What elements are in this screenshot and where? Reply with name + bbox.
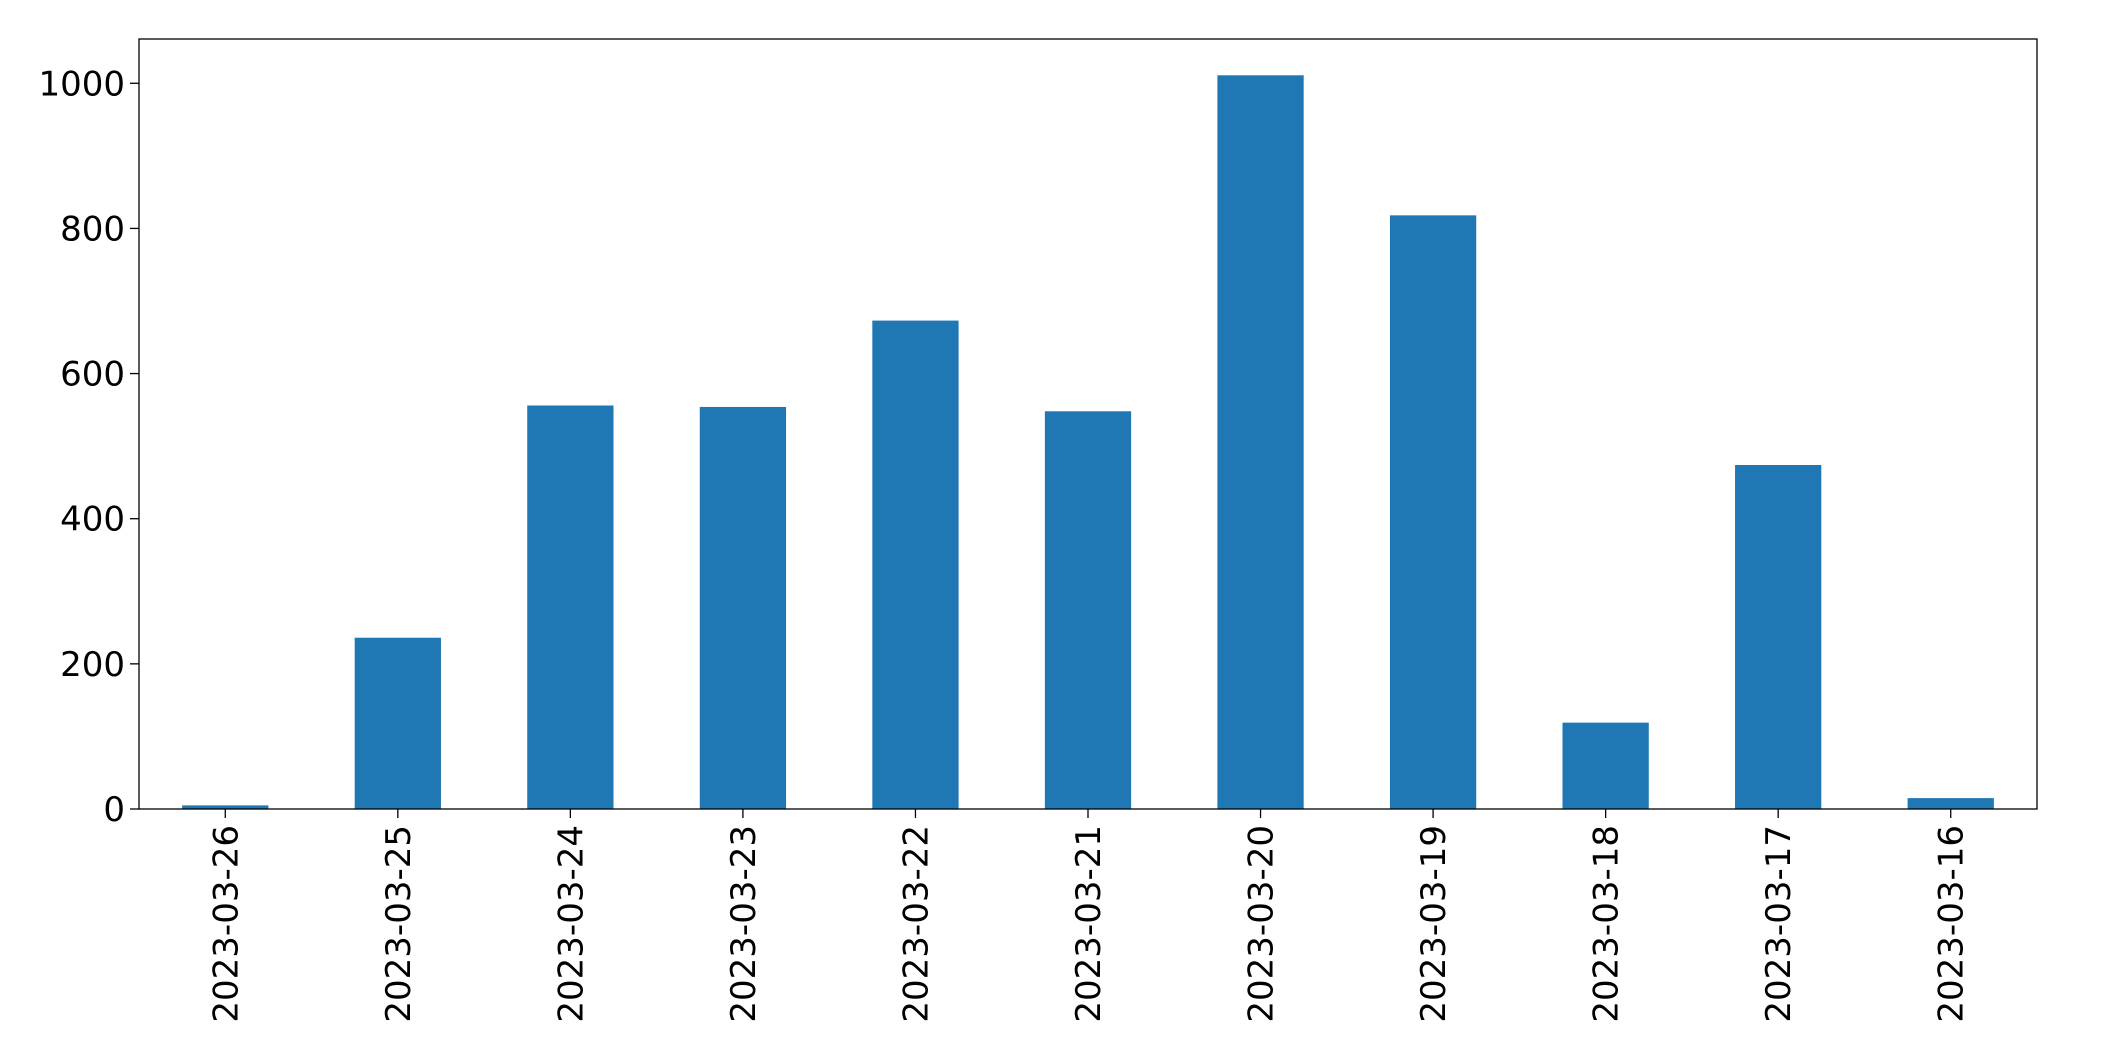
bar [1389,215,1477,810]
x-tick-label: 2023-03-26 [206,825,246,1023]
y-tick-label: 200 [60,645,125,685]
bar [699,406,787,809]
y-tick-label: 600 [60,355,125,395]
x-tick-label: 2023-03-25 [379,825,419,1023]
bar [1217,75,1304,810]
y-tick-label: 0 [103,790,125,830]
bar [1907,798,1994,809]
x-tick-label: 2023-03-22 [896,825,936,1023]
y-tick-label: 400 [60,500,125,540]
bar [1562,722,1649,809]
axes-frame [138,38,2038,810]
x-tick-label: 2023-03-17 [1759,825,1799,1023]
bar [1044,411,1132,809]
x-tick-label: 2023-03-16 [1932,825,1972,1023]
bar [1735,465,1822,809]
bar [527,405,614,809]
y-tick-label: 1000 [38,64,125,104]
x-tick-label: 2023-03-18 [1587,825,1627,1023]
x-tick-label: 2023-03-19 [1414,825,1454,1023]
bar [182,805,269,809]
x-tick-label: 2023-03-20 [1242,825,1282,1023]
bar [872,320,959,809]
x-tick-label: 2023-03-21 [1069,825,1109,1023]
y-tick-label: 800 [60,209,125,249]
x-tick-label: 2023-03-24 [551,825,591,1023]
bar [354,637,441,809]
x-tick-label: 2023-03-23 [724,825,764,1023]
